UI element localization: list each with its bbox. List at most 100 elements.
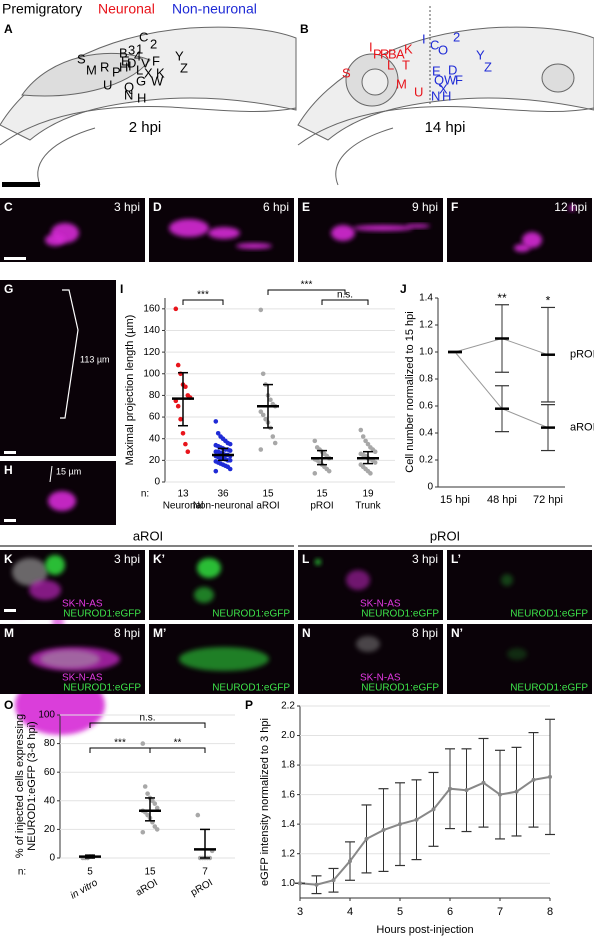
cell-letter: H [137, 90, 146, 105]
n-count: 5 [87, 867, 93, 878]
panel-label: F [451, 200, 458, 214]
panel-label: G [4, 282, 13, 296]
bracket [321, 299, 369, 305]
time-label: 2 hpi [129, 119, 162, 136]
cell-letter: W [151, 73, 164, 88]
time-label: 12 hpi [554, 200, 587, 214]
n-count: 15 [262, 489, 274, 500]
micrograph [149, 550, 294, 620]
series-label: pROI [570, 349, 594, 361]
neuronal-letter: S [342, 65, 351, 80]
y-tick-label: 20 [44, 824, 56, 835]
data-point [195, 812, 201, 818]
bracket [89, 747, 151, 753]
reporter-label: NEUROD1:eGFP [361, 683, 439, 694]
y-tick-label: 20 [149, 455, 161, 466]
header-premigratory: Premigratory [2, 1, 82, 17]
point-marker [448, 786, 452, 791]
data-point [272, 440, 278, 446]
cell-letter: D [127, 55, 136, 70]
significance: n.s. [139, 713, 155, 724]
y-tick-label: 80 [149, 390, 161, 401]
point-marker [364, 836, 369, 841]
bracket [149, 747, 206, 753]
y-axis-label: eGFP intensity normalized to 3 hpi [259, 718, 271, 886]
cell [12, 558, 48, 586]
data-point [213, 419, 219, 424]
y-tick-label: 60 [44, 767, 56, 778]
x-tick-label: Trunk [355, 501, 381, 512]
cell [331, 225, 355, 241]
cell-letter: C [139, 29, 148, 44]
cell-letter: V [141, 55, 150, 70]
y-tick-label: 140 [143, 325, 160, 336]
x-tick-label: 15 hpi [440, 494, 470, 506]
point-marker [414, 817, 419, 822]
series-label: aROI [570, 422, 594, 434]
y-tick-label: 0.8 [419, 374, 433, 385]
y-axis-label: NEUROD1:eGFP (3-8 hpi) [26, 721, 38, 850]
cell [179, 647, 269, 671]
x-tick-label: 4 [347, 906, 353, 918]
y-tick-label: 0 [154, 477, 160, 488]
bracket [267, 289, 346, 295]
reporter-label: NEUROD1:eGFP [63, 609, 141, 620]
neuronal-letter: L [387, 57, 394, 72]
data-point [227, 448, 233, 453]
data-point [260, 371, 266, 377]
panel-label: N [302, 626, 311, 640]
cell [29, 580, 61, 600]
time-label: 9 hpi [412, 200, 438, 214]
cell-letter: F [152, 53, 160, 68]
non-neuronal-letter: D [448, 62, 457, 77]
neuronal-letter: P [373, 46, 382, 61]
time-label: 3 hpi [114, 200, 140, 214]
y-axis-label: Cell number normalized to 15 hpi [404, 311, 416, 472]
data-point [372, 449, 378, 454]
cell [40, 650, 100, 668]
cell [236, 243, 272, 249]
cell-letter: Z [180, 60, 188, 75]
neuronal-letter: T [402, 57, 410, 72]
x-tick-label: Non-neuronal [193, 501, 254, 512]
cell-letter: S [77, 51, 86, 66]
micrograph [298, 624, 443, 694]
panel-label: K’ [153, 552, 165, 566]
reporter-label: NEUROD1:eGFP [510, 609, 588, 620]
non-neuronal-letter: Z [484, 59, 492, 74]
cell [346, 570, 370, 590]
micrograph [0, 280, 116, 456]
non-neuronal-letter: O [438, 42, 448, 57]
data-point [175, 403, 181, 409]
reporter-label: NEUROD1:eGFP [361, 609, 439, 620]
data-point [258, 447, 264, 452]
data-point [312, 471, 318, 476]
data-point [178, 416, 183, 422]
point-marker [481, 780, 486, 785]
cell [353, 225, 413, 231]
point-marker [381, 828, 386, 833]
x-tick-label: aROI [256, 501, 279, 512]
data-point [215, 430, 221, 436]
bracket [89, 722, 206, 728]
cell-letter: R [100, 59, 109, 74]
cell-letter: Q [124, 79, 134, 94]
point-marker [314, 882, 319, 887]
cell-letter: 3 [128, 42, 135, 57]
data-point [227, 441, 233, 447]
x-tick-label: 72 hpi [533, 494, 563, 506]
time-label: 3 hpi [412, 552, 438, 566]
data-point [152, 801, 158, 806]
cell-letter: M [86, 62, 97, 77]
significance: ** [497, 291, 507, 305]
data-point [183, 384, 188, 390]
point-marker [548, 774, 552, 779]
point-marker [498, 792, 502, 797]
cell-letter: 1 [136, 41, 143, 56]
x-tick-label: pROI [310, 501, 333, 512]
scale-bar [4, 519, 16, 522]
stain-label: SK-N-AS [360, 673, 401, 684]
y-tick-label: 100 [143, 368, 160, 379]
data-point [140, 741, 146, 746]
